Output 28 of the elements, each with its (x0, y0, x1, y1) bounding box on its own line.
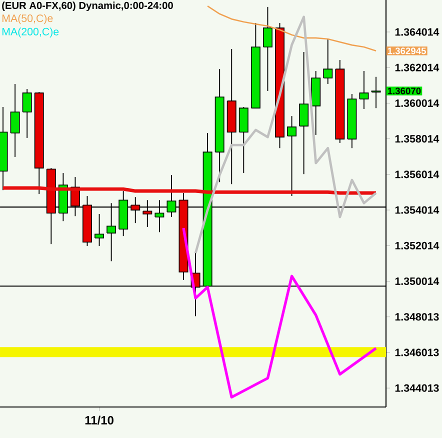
chart-title: (EUR A0-FX,60) Dynamic,0:00-24:00 (2, 2, 173, 12)
y-tick-label: 1.350014 (395, 277, 440, 286)
candlestick (10, 84, 20, 158)
candlestick (262, 6, 272, 92)
x-tick-label: 11/10 (85, 416, 114, 425)
y-tick-label: 1.346013 (395, 348, 439, 356)
candlestick (359, 70, 369, 110)
candlestick (94, 214, 104, 247)
candlestick (323, 38, 333, 84)
y-tick-label: 1.362014 (395, 64, 440, 72)
text: 1.36070 (388, 88, 421, 94)
candlestick (371, 76, 381, 109)
text: 1.362945 (388, 48, 426, 54)
line-series (194, 16, 378, 254)
y-tick-label: 1.344013 (395, 384, 439, 392)
y-tick-label: 1.358014 (395, 135, 440, 143)
line-series (182, 226, 378, 399)
legend-label: MA(200,C)e (2, 28, 59, 38)
candlestick (287, 116, 297, 196)
text: MA(50,C)e (2, 14, 53, 24)
y-tick-label: 1.354014 (395, 206, 440, 214)
y-tick-label: 1.364014 (395, 28, 440, 36)
y-tick-label: 1.348013 (395, 313, 439, 321)
candlestick (22, 88, 32, 138)
y-tick-label: 1.356014 (395, 170, 440, 178)
y-tick-label: 1.360014 (395, 99, 440, 107)
candlestick (299, 52, 309, 175)
y-tick-label: 1.352014 (395, 242, 440, 250)
